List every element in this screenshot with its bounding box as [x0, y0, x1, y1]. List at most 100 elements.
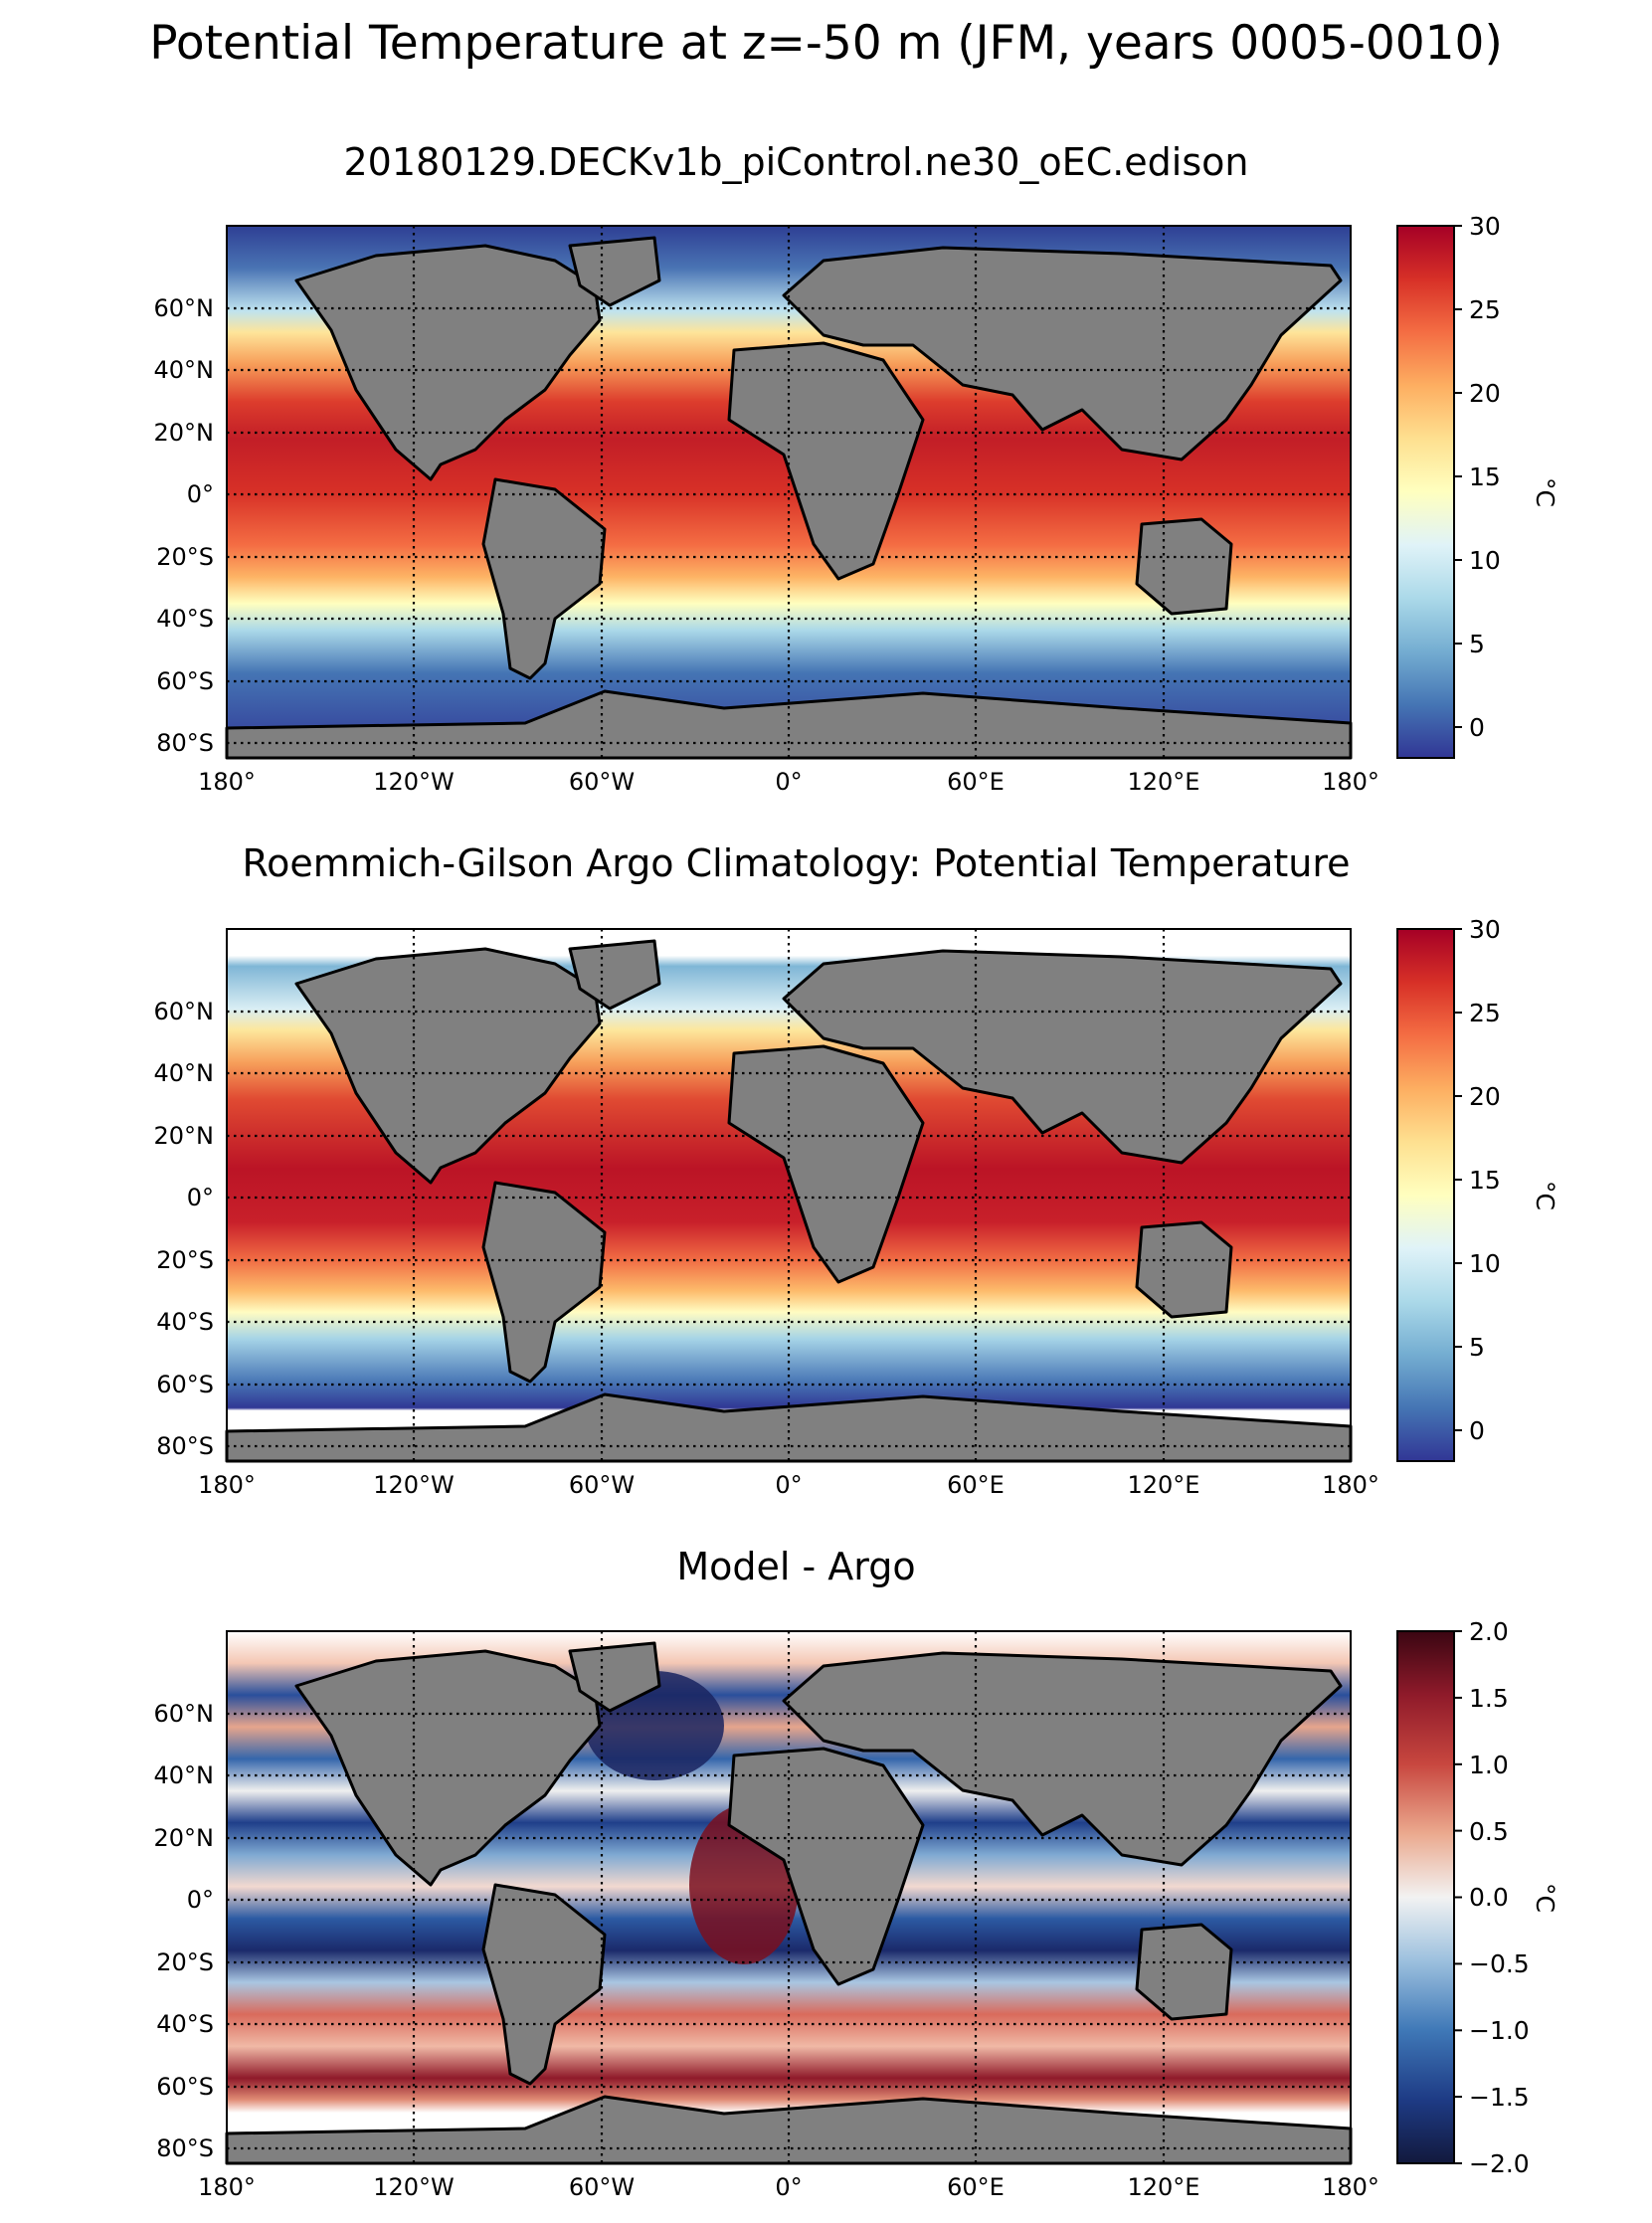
- map-frame: [226, 225, 1352, 759]
- lon-tick-label: 0°: [775, 1471, 802, 1499]
- lon-tick-label: 60°W: [569, 768, 635, 796]
- lat-tick-label: 0°: [187, 1184, 214, 1211]
- colorbar-tick-label: 10: [1469, 546, 1501, 575]
- australia: [1135, 517, 1233, 616]
- north-america: [294, 947, 602, 1185]
- lat-tick-label: 80°S: [156, 729, 214, 757]
- colorbar-tick-label: 1.5: [1469, 1684, 1509, 1713]
- colorbar-tick-label: 0: [1469, 713, 1485, 742]
- lon-tick-label: 120°E: [1128, 768, 1200, 796]
- colorbar-obs: 30 25 20 15 10 5 0 °C: [1396, 915, 1560, 1462]
- eurasia: [782, 246, 1343, 462]
- panel-title-diff: Model - Argo: [676, 1545, 916, 1588]
- map-frame: [226, 928, 1352, 1462]
- lon-tick-label: 180°: [1322, 2173, 1379, 2201]
- lat-tick-label: 40°N: [154, 1761, 215, 1789]
- lon-tick-label: 180°: [198, 1471, 256, 1499]
- lon-tick-label: 60°W: [569, 2173, 635, 2201]
- gridlines: [227, 226, 1351, 758]
- lat-tick-label: 60°N: [154, 1700, 215, 1728]
- lon-tick-label: 180°: [1322, 768, 1379, 796]
- lat-tick-label: 20°N: [154, 1122, 215, 1150]
- colorbar-unit-label: °C: [1531, 477, 1560, 507]
- lon-tick-label: 60°W: [569, 1471, 635, 1499]
- lat-tick-label: 60°N: [154, 294, 215, 322]
- eurasia: [782, 949, 1343, 1165]
- lat-tick-label: 60°S: [156, 2073, 214, 2101]
- south-america: [481, 1181, 607, 1384]
- lon-tick-label: 120°W: [373, 1471, 455, 1499]
- lat-tick-label: 40°S: [156, 2010, 214, 2038]
- colorbar-tick-label: 10: [1469, 1249, 1501, 1278]
- lat-tick-label: 60°S: [156, 1371, 214, 1398]
- lat-tick-label: 0°: [187, 480, 214, 508]
- lat-tick-label: 40°S: [156, 605, 214, 633]
- lon-tick-label: 180°: [1322, 1471, 1379, 1499]
- panel-title-model: 20180129.DECKv1b_piControl.ne30_oEC.edis…: [343, 140, 1249, 184]
- colorbar-tick-label: −0.5: [1469, 1949, 1530, 1978]
- land-group: [225, 236, 1353, 760]
- lon-tick-label: 60°E: [947, 768, 1005, 796]
- colorbar-tick-label: 20: [1469, 1082, 1501, 1111]
- greenland: [568, 939, 661, 1011]
- eurasia: [782, 1651, 1343, 1867]
- land-group: [225, 1641, 1353, 2165]
- africa: [727, 1044, 925, 1284]
- colorbar-tick-label: 5: [1469, 630, 1485, 658]
- colorbar-gradient: [1396, 928, 1455, 1462]
- lon-tick-label: 180°: [198, 768, 256, 796]
- colorbar-tick-label: 1.0: [1469, 1751, 1509, 1779]
- colorbar-unit-label: °C: [1531, 1883, 1560, 1913]
- lat-tick-label: 60°N: [154, 998, 215, 1025]
- north-america: [294, 1649, 602, 1887]
- figure-title: Potential Temperature at z=-50 m (JFM, y…: [149, 16, 1503, 71]
- south-america: [481, 477, 607, 680]
- gridlines: [227, 1631, 1351, 2163]
- colorbar-tick-label: 15: [1469, 1166, 1501, 1195]
- lat-tick-label: 20°S: [156, 1246, 214, 1274]
- greenland: [568, 1641, 661, 1713]
- colorbar-tick-label: 2.0: [1469, 1617, 1509, 1646]
- colorbar-tick-label: 25: [1469, 999, 1501, 1027]
- colorbar-tick-label: 5: [1469, 1333, 1485, 1362]
- lon-tick-label: 60°E: [947, 2173, 1005, 2201]
- lat-tick-label: 80°S: [156, 1432, 214, 1460]
- africa: [727, 1747, 925, 1986]
- greenland: [568, 236, 661, 307]
- colorbar-tick-label: 15: [1469, 463, 1501, 491]
- lon-tick-label: 60°E: [947, 1471, 1005, 1499]
- north-america: [294, 244, 602, 481]
- lat-tick-label: 60°S: [156, 667, 214, 695]
- colorbar-tick-label: 30: [1469, 212, 1501, 241]
- lat-tick-label: 0°: [187, 1886, 214, 1914]
- lon-tick-label: 120°W: [373, 768, 455, 796]
- lat-tick-label: 20°S: [156, 1948, 214, 1976]
- lat-tick-label: 40°N: [154, 356, 215, 384]
- colorbar-tick-label: −1.5: [1469, 2083, 1530, 2112]
- colorbar-diff: 2.0 1.5 1.0 0.5 0.0 −0.5 −1.0 −1.5 −2.0 …: [1396, 1617, 1560, 2178]
- gridlines: [227, 929, 1351, 1461]
- colorbar-tick-label: −1.0: [1469, 2016, 1530, 2045]
- australia: [1135, 1220, 1233, 1319]
- lon-tick-label: 120°E: [1128, 2173, 1200, 2201]
- lon-tick-label: 180°: [198, 2173, 256, 2201]
- lon-tick-label: 120°E: [1128, 1471, 1200, 1499]
- colorbar-gradient: [1396, 225, 1455, 759]
- colorbar-tick-label: 20: [1469, 379, 1501, 408]
- panel-title-obs: Roemmich-Gilson Argo Climatology: Potent…: [242, 841, 1351, 885]
- colorbar-tick-label: 0.5: [1469, 1817, 1509, 1846]
- map-frame: [226, 1630, 1352, 2164]
- lon-tick-label: 120°W: [373, 2173, 455, 2201]
- colorbar-tick-label: −2.0: [1469, 2149, 1530, 2178]
- australia: [1135, 1923, 1233, 2021]
- lat-tick-label: 20°S: [156, 543, 214, 571]
- land-group: [225, 939, 1353, 1463]
- colorbar-model: 30 25 20 15 10 5 0 °C: [1396, 212, 1560, 759]
- colorbar-unit-label: °C: [1531, 1181, 1560, 1210]
- map-diff: 60°N 40°N 20°N 0° 20°S 40°S 60°S 80°S 18…: [154, 1630, 1379, 2201]
- south-america: [481, 1883, 607, 2086]
- colorbar-tick-label: 0.0: [1469, 1883, 1509, 1912]
- lon-tick-label: 0°: [775, 2173, 802, 2201]
- lat-tick-label: 40°N: [154, 1059, 215, 1087]
- colorbar-tick-label: 30: [1469, 915, 1501, 944]
